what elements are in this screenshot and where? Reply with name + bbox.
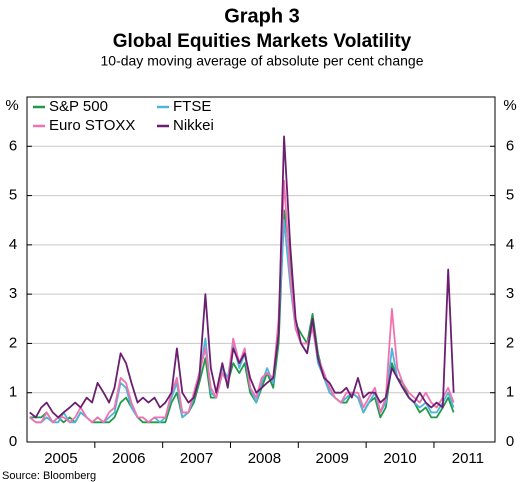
- y2-tick-label: 2: [506, 334, 514, 351]
- legend-label: Euro STOXX: [49, 117, 135, 134]
- plot-frame: [26, 96, 496, 443]
- y2-tick-label: 4: [506, 236, 514, 253]
- y-tick-label: 4: [9, 236, 17, 253]
- series-line: [29, 135, 455, 419]
- y-tick-label: 3: [9, 285, 17, 302]
- y2-axis-unit: %: [503, 97, 516, 114]
- chart-title: Graph 3: [224, 5, 300, 27]
- y2-tick-label: 1: [506, 384, 514, 401]
- y2-tick-label: 0: [506, 433, 514, 450]
- y2-tick-label: 5: [506, 187, 514, 204]
- y2-tick-label: 3: [506, 285, 514, 302]
- y-tick-label: 0: [9, 433, 17, 450]
- series-line: [29, 209, 455, 424]
- y-tick-label: 5: [9, 187, 17, 204]
- x-tick-label: 2009: [316, 450, 349, 467]
- series-line: [29, 219, 455, 424]
- y-tick-label: 1: [9, 384, 17, 401]
- legend-label: Nikkei: [173, 117, 214, 134]
- y-tick-label: 6: [9, 137, 17, 154]
- x-tick-label: 2011: [452, 450, 484, 467]
- x-tick-label: 2005: [44, 450, 77, 467]
- legend-label: S&P 500: [49, 98, 108, 115]
- y2-tick-label: 6: [506, 137, 514, 154]
- chart-subtitle: Global Equities Markets Volatility: [113, 31, 412, 52]
- legend-label: FTSE: [173, 98, 211, 115]
- x-tick-label: 2007: [180, 450, 213, 467]
- x-tick-label: 2008: [248, 450, 281, 467]
- x-tick-label: 2010: [383, 450, 416, 467]
- chart-note: 10-day moving average of absolute per ce…: [101, 53, 424, 69]
- y-axis-unit: %: [5, 97, 18, 114]
- x-tick-label: 2006: [112, 450, 145, 467]
- source: Source: Bloomberg: [2, 470, 96, 482]
- series-line: [29, 179, 455, 424]
- y-tick-label: 2: [9, 334, 17, 351]
